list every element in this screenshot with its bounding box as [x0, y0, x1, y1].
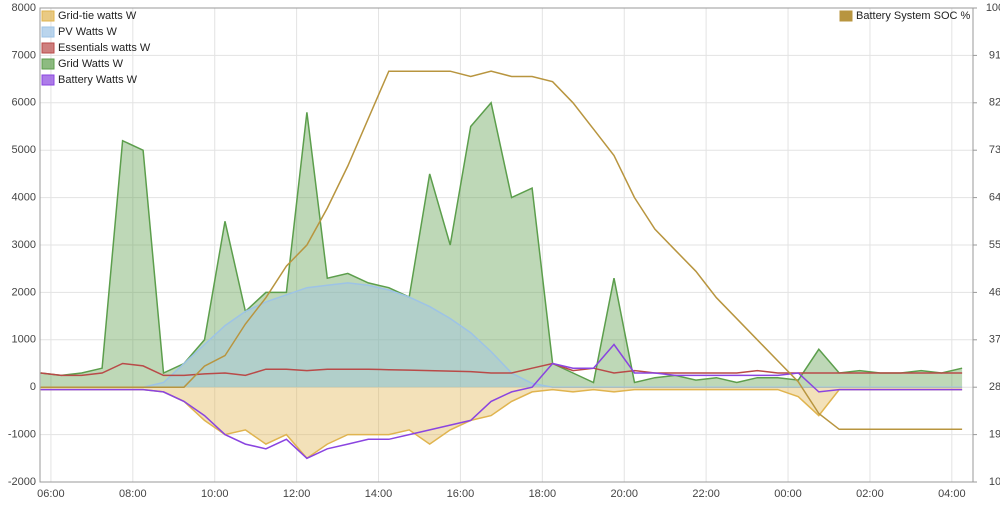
y2-tick-label: 91 [989, 49, 1000, 61]
y-tick-label: 2000 [12, 286, 36, 298]
legend: Grid-tie watts W PV Watts W Essentials wat… [41, 10, 971, 86]
legend-label: Battery Watts W [58, 74, 138, 86]
y2-tick-label: 73 [989, 144, 1000, 156]
y2-tick-label: 46 [989, 286, 1000, 298]
plot-area [40, 70, 963, 460]
x-tick-label: 06:00 [37, 488, 65, 500]
x-tick-label: 10:00 [201, 488, 229, 500]
x-tick-label: 00:00 [774, 488, 802, 500]
legend-swatch [41, 10, 55, 22]
y2-tick-label: 19 [989, 429, 1000, 441]
series-line [40, 388, 963, 460]
y2-tick-label: 55 [989, 239, 1000, 251]
series-line [40, 70, 963, 431]
y-tick-label: 8000 [12, 2, 36, 14]
legend-label: Grid-tie watts W [58, 10, 137, 22]
legend-swatch [41, 42, 55, 54]
legend-label: Grid Watts W [58, 58, 124, 70]
area-fill [40, 387, 963, 459]
x-tick-label: 08:00 [119, 488, 147, 500]
y-tick-label: 0 [30, 381, 36, 393]
x-tick-label: 02:00 [856, 488, 884, 500]
x-tick-label: 14:00 [365, 488, 393, 500]
y2-tick-label: 10 [989, 476, 1000, 488]
x-tick-label: 18:00 [529, 488, 557, 500]
y-tick-label: -1000 [8, 429, 36, 441]
legend-swatch [41, 26, 55, 38]
y-tick-label: 4000 [12, 192, 36, 204]
y-tick-label: 7000 [12, 49, 36, 61]
series-line [40, 101, 963, 384]
y2-tick-label: 28 [989, 381, 1000, 393]
x-tick-label: 12:00 [283, 488, 311, 500]
legend-label: Essentials watts W [58, 42, 151, 54]
legend-swatch [41, 58, 55, 70]
y2-tick-label: 82 [989, 97, 1000, 109]
y-tick-label: -2000 [8, 476, 36, 488]
legend-swatch [41, 74, 55, 86]
series-line [40, 362, 963, 377]
series-line [40, 343, 963, 460]
area-fill [40, 282, 963, 388]
area-fill [40, 102, 963, 388]
y-tick-label: 6000 [12, 97, 36, 109]
legend-label: Battery System SOC % [856, 10, 971, 22]
legend-swatch [839, 10, 853, 22]
x-tick-label: 22:00 [692, 488, 720, 500]
y2-tick-label: 100 [986, 2, 1000, 14]
y2-tick-label: 64 [989, 192, 1000, 204]
legend-label: PV Watts W [58, 26, 117, 38]
y-tick-label: 3000 [12, 239, 36, 251]
x-tick-label: 20:00 [610, 488, 638, 500]
axes: -2000 -1000 0 1000 2000 3000 4000 5000 6000 7000 8… [8, 2, 1000, 500]
x-tick-label: 16:00 [447, 488, 475, 500]
y-tick-label: 5000 [12, 144, 36, 156]
series-line [40, 282, 963, 388]
y2-tick-label: 37 [989, 334, 1000, 346]
y-tick-label: 1000 [12, 334, 36, 346]
x-tick-label: 04:00 [938, 488, 966, 500]
